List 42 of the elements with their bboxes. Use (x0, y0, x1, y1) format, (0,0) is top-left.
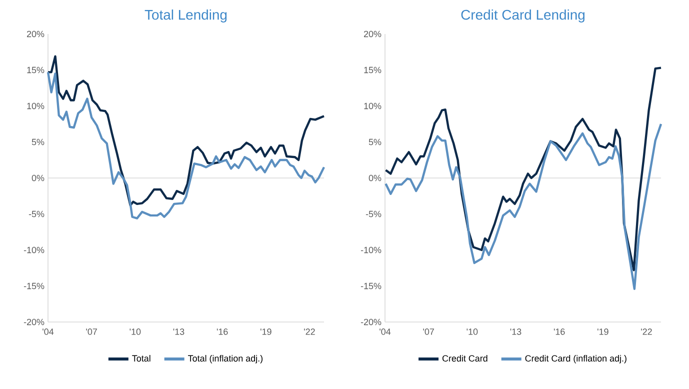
x-tick-label: '13 (510, 328, 522, 335)
y-tick-label: -10% (360, 246, 382, 254)
x-tick-label: '04 (380, 328, 391, 335)
y-tick-label: 0% (368, 174, 382, 182)
x-tick-label: '04 (42, 328, 54, 335)
legend-label: Credit Card (442, 354, 488, 362)
x-tick-label: '16 (554, 328, 565, 335)
x-tick-label: '13 (173, 328, 184, 335)
x-tick-label: '19 (598, 328, 608, 335)
y-tick-label: 5% (32, 138, 44, 146)
y-tick-label: -20% (24, 318, 44, 326)
line-series (384, 66, 662, 272)
y-tick-label: -15% (360, 282, 382, 290)
legend-label: Total (132, 354, 150, 362)
x-tick-label: '10 (466, 328, 478, 335)
x-tick-label: '16 (216, 328, 228, 335)
line-series (46, 55, 326, 206)
x-tick-label: '19 (260, 328, 272, 335)
x-tick-label: '07 (423, 328, 434, 335)
legend-label: Credit Card (inflation adj.) (525, 354, 626, 364)
x-tick-label: '07 (86, 328, 97, 335)
y-tick-label: 20% (364, 30, 382, 38)
y-tick-label: 10% (364, 102, 382, 110)
y-tick-label: 20% (26, 30, 44, 38)
y-tick-label: 15% (364, 66, 382, 74)
y-tick-label: 15% (27, 66, 44, 74)
legend-label: Total (inflation adj.) (188, 354, 263, 364)
y-tick-label: -10% (24, 246, 44, 254)
y-tick-label: -5% (366, 210, 382, 218)
x-tick-label: '10 (130, 328, 141, 335)
y-tick-label: 10% (27, 102, 44, 110)
y-tick-label: -20% (360, 318, 382, 326)
y-tick-label: 0% (32, 174, 44, 182)
chart-title: Total Lending (144, 10, 227, 22)
y-tick-label: -15% (24, 282, 44, 290)
y-tick-label: -5% (28, 210, 44, 218)
x-tick-label: '22 (641, 328, 652, 335)
line-series (384, 122, 662, 290)
y-tick-label: 5% (368, 138, 382, 146)
line-series (46, 71, 326, 220)
x-tick-label: '22 (304, 328, 315, 335)
chart-title: Credit Card Lending (461, 10, 584, 22)
